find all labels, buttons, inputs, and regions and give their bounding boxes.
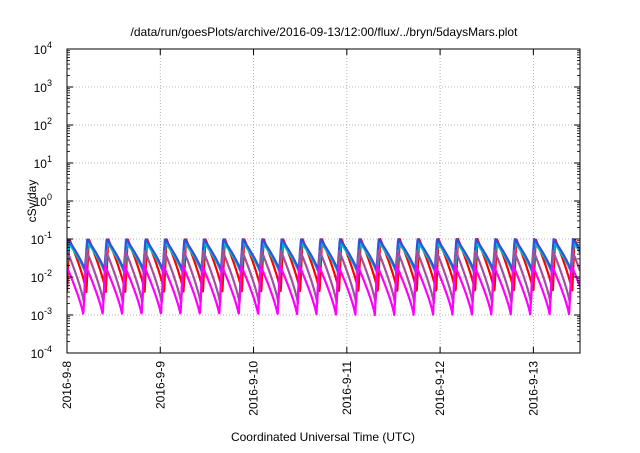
x-tick-label: 2016-9-8 xyxy=(60,361,74,409)
series-group xyxy=(67,237,580,317)
y-tick-base: 10 xyxy=(34,81,48,95)
y-tick-label: 102 xyxy=(34,116,52,133)
y-tick-exponent: 3 xyxy=(47,78,52,88)
x-axis-label: Coordinated Universal Time (UTC) xyxy=(231,430,415,444)
y-tick-exponent: -3 xyxy=(44,306,52,316)
x-tick-label: 2016-9-12 xyxy=(433,361,447,416)
y-tick-base: 10 xyxy=(34,43,48,57)
y-tick-exponent: -1 xyxy=(44,230,52,240)
plot-frame xyxy=(66,48,581,354)
y-tick-exponent: -4 xyxy=(44,344,52,354)
y-tick-label: 103 xyxy=(34,78,52,95)
y-tick-exponent: 0 xyxy=(47,192,52,202)
y-tick-base: 10 xyxy=(31,271,45,285)
grid-lines xyxy=(67,49,580,353)
series-line xyxy=(67,249,580,305)
y-tick-label: 101 xyxy=(34,154,52,171)
y-tick-label: 10-1 xyxy=(31,230,52,247)
chart-title: /data/run/goesPlots/archive/2016-09-13/1… xyxy=(131,25,519,39)
y-tick-base: 10 xyxy=(34,157,48,171)
y-tick-label: 10-3 xyxy=(31,306,52,323)
y-tick-label: 100 xyxy=(34,192,52,209)
series-line xyxy=(67,264,580,317)
x-tick-label: 2016-9-13 xyxy=(526,361,540,416)
y-tick-exponent: 2 xyxy=(47,116,52,126)
x-tick-label: 2016-9-11 xyxy=(340,361,354,415)
y-tick-base: 10 xyxy=(31,309,45,323)
y-tick-exponent: 1 xyxy=(47,154,52,164)
y-tick-label: 10-2 xyxy=(31,268,52,285)
y-tick-label: 104 xyxy=(34,40,52,57)
y-tick-base: 10 xyxy=(34,195,48,209)
y-tick-base: 10 xyxy=(31,233,45,247)
y-tick-base: 10 xyxy=(31,347,45,361)
y-tick-label: 10-4 xyxy=(31,344,52,361)
y-axis-label: cSv/day xyxy=(25,180,39,223)
series-line xyxy=(67,237,580,272)
y-tick-exponent: 4 xyxy=(47,40,52,50)
y-tick-base: 10 xyxy=(34,119,48,133)
y-tick-exponent: -2 xyxy=(44,268,52,278)
x-tick-label: 2016-9-9 xyxy=(153,361,167,409)
x-tick-label: 2016-9-10 xyxy=(247,361,261,416)
